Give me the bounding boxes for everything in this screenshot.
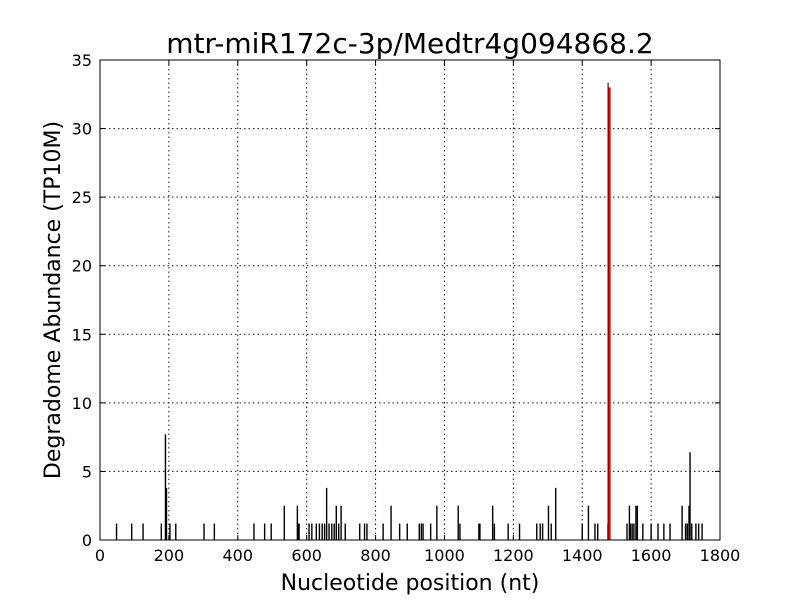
- y-tick-label: 10: [72, 394, 92, 413]
- x-tick-label: 1600: [631, 546, 672, 565]
- axis-ticks: [99, 59, 721, 541]
- x-tick-label: 200: [154, 546, 185, 565]
- y-tick-label: 30: [72, 120, 92, 139]
- bars: [115, 82, 703, 540]
- y-axis-label: Degradome Abundance (TP10M): [41, 121, 66, 479]
- x-axis-label: Nucleotide position (nt): [281, 571, 540, 596]
- x-tick-label: 400: [223, 546, 254, 565]
- x-tick-label: 1000: [424, 546, 465, 565]
- y-tick-label: 15: [72, 325, 92, 344]
- y-tick-label: 5: [82, 462, 92, 481]
- x-tick-label: 1400: [562, 546, 603, 565]
- x-tick-labels: 0 200 400 600 800 1000 1200 1400 1600 1800: [95, 546, 740, 565]
- x-tick-label: 800: [360, 546, 391, 565]
- y-tick-label: 25: [72, 188, 92, 207]
- x-tick-label: 1200: [493, 546, 534, 565]
- y-tick-label: 35: [72, 51, 92, 70]
- grid-lines: [100, 60, 720, 540]
- x-tick-label: 600: [291, 546, 322, 565]
- plot-frame: [99, 59, 721, 541]
- y-tick-labels: 0 5 10 15 20 25 30 35: [72, 51, 92, 550]
- x-tick-label: 1800: [700, 546, 741, 565]
- chart-title: mtr-miR172c-3p/Medtr4g094868.2: [166, 27, 653, 60]
- y-tick-label: 20: [72, 257, 92, 276]
- y-tick-label: 0: [82, 531, 92, 550]
- x-tick-label: 0: [95, 546, 105, 565]
